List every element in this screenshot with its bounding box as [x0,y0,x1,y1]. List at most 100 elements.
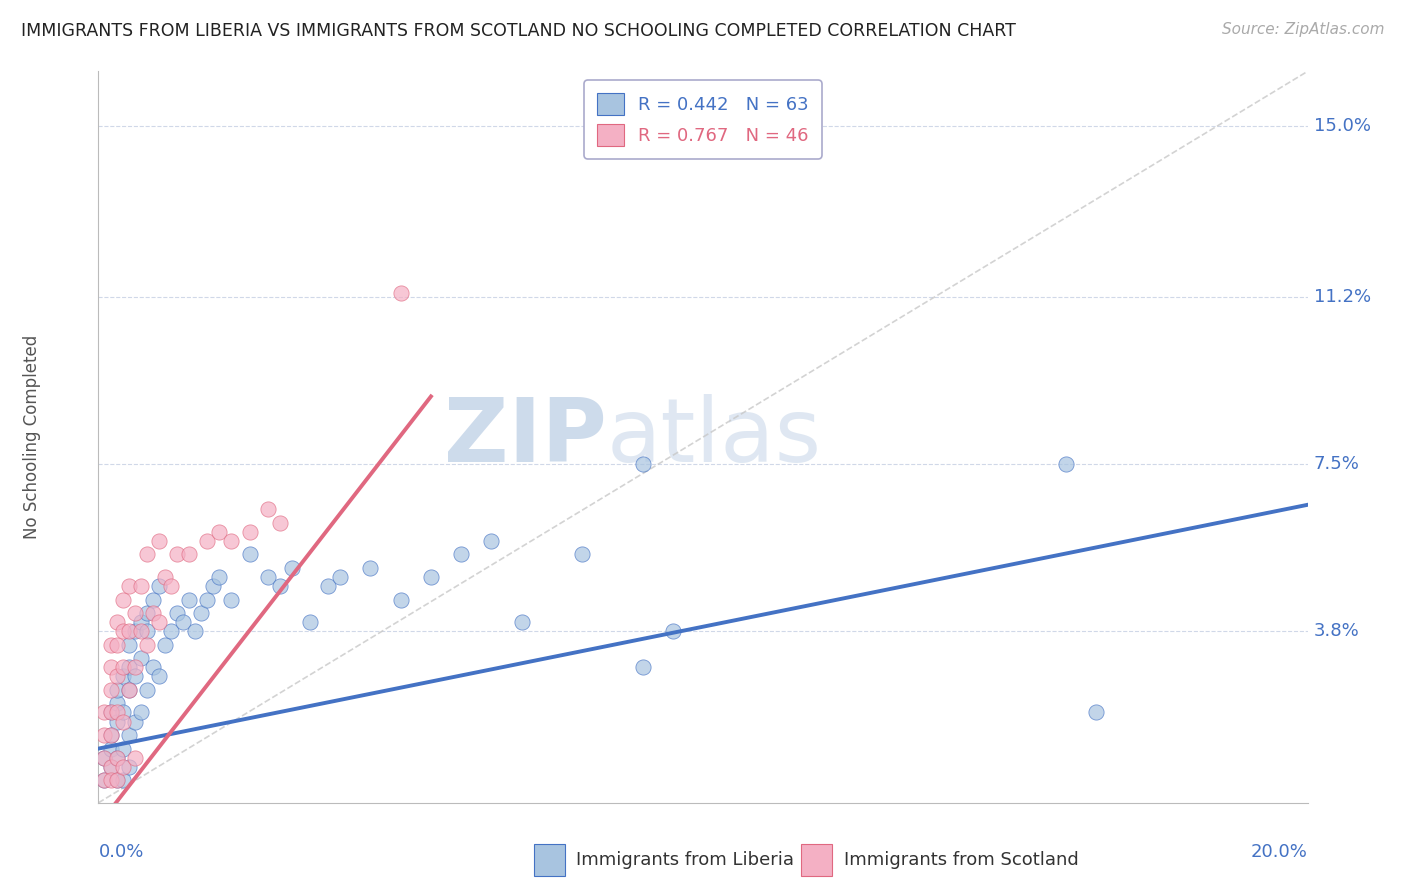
Point [100,773,122,788]
Point [135,624,157,639]
Point [135,548,157,562]
Point [571,548,593,562]
Legend: R = 0.442   N = 63, R = 0.767   N = 46: R = 0.442 N = 63, R = 0.767 N = 46 [585,80,821,159]
Point [111,760,134,774]
Text: Source: ZipAtlas.com: Source: ZipAtlas.com [1222,22,1385,37]
Point [221,592,243,607]
Point [118,660,141,674]
Point [93,773,115,788]
Point [100,706,122,720]
Point [93,750,115,764]
Point [179,592,201,607]
Point [179,548,201,562]
Point [142,592,165,607]
Point [129,624,152,639]
Point [118,682,141,697]
Point [129,579,152,593]
Point [135,606,157,620]
Point [105,669,128,683]
Point [195,533,218,548]
Point [105,750,128,764]
Point [124,624,146,639]
Point [105,706,128,720]
Point [129,706,152,720]
Point [111,741,134,756]
Point [172,615,194,630]
Point [281,561,304,575]
Point [160,579,183,593]
Point [153,638,176,652]
Point [124,660,146,674]
Point [239,524,262,539]
Point [105,773,128,788]
FancyBboxPatch shape [801,844,832,876]
Point [190,606,212,620]
Point [100,706,122,720]
Point [105,682,128,697]
Point [111,592,134,607]
Point [124,750,146,764]
Point [100,741,122,756]
Point [195,592,218,607]
Point [118,682,141,697]
Point [111,714,134,729]
Point [299,615,322,630]
Point [129,615,152,630]
Point [1054,457,1077,471]
Point [202,579,225,593]
Point [1085,706,1108,720]
Point [269,579,291,593]
Point [111,660,134,674]
Point [631,457,654,471]
Point [510,615,533,630]
Point [316,579,339,593]
Point [124,669,146,683]
Point [118,728,141,742]
Point [105,697,128,711]
Point [481,533,503,548]
Point [389,285,412,300]
Text: No Schooling Completed: No Schooling Completed [22,335,41,539]
Point [135,638,157,652]
Point [450,548,472,562]
Text: 11.2%: 11.2% [1313,288,1371,306]
Point [93,750,115,764]
Point [148,579,170,593]
Text: IMMIGRANTS FROM LIBERIA VS IMMIGRANTS FROM SCOTLAND NO SCHOOLING COMPLETED CORRE: IMMIGRANTS FROM LIBERIA VS IMMIGRANTS FR… [21,22,1017,40]
Point [208,524,231,539]
Point [124,714,146,729]
Point [111,706,134,720]
Text: Immigrants from Scotland: Immigrants from Scotland [844,851,1078,869]
Point [148,533,170,548]
Point [118,579,141,593]
Point [111,669,134,683]
Point [148,615,170,630]
FancyBboxPatch shape [534,844,565,876]
Point [166,548,188,562]
Point [166,606,188,620]
Point [100,760,122,774]
Point [239,548,262,562]
Point [105,638,128,652]
Point [221,533,243,548]
Text: 15.0%: 15.0% [1313,117,1371,135]
Point [105,750,128,764]
Point [100,728,122,742]
Point [269,516,291,530]
Point [661,624,683,639]
Point [100,760,122,774]
Point [142,660,165,674]
Point [118,760,141,774]
Point [100,638,122,652]
Point [100,682,122,697]
Point [148,669,170,683]
Text: 7.5%: 7.5% [1313,455,1360,473]
Text: 0.0%: 0.0% [98,843,143,861]
Point [256,502,278,516]
Point [129,651,152,665]
Point [208,570,231,584]
Point [100,728,122,742]
Point [360,561,382,575]
Point [118,638,141,652]
Point [111,624,134,639]
